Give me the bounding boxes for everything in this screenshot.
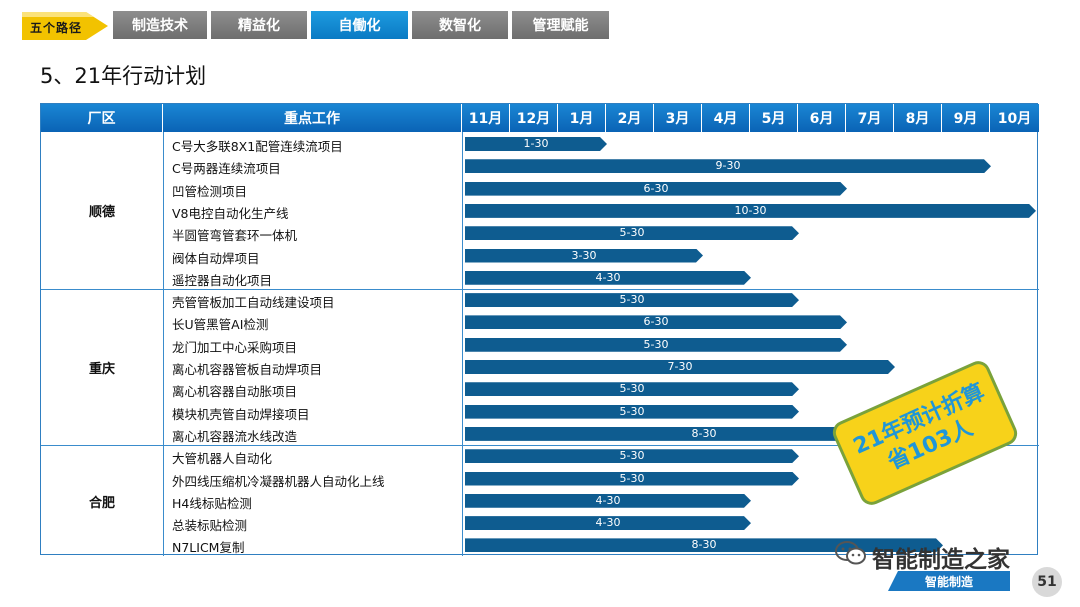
gantt-bar xyxy=(465,382,799,396)
gantt-bar-label: 4-30 xyxy=(595,493,621,507)
gantt-bar-label: 7-30 xyxy=(667,360,693,373)
gantt-bar-label: 8-30 xyxy=(691,426,717,440)
gantt-bar xyxy=(465,249,703,263)
gantt-bar xyxy=(465,538,943,552)
gantt-bar-label: 6-30 xyxy=(643,315,669,329)
tab-lean[interactable]: 精益化 xyxy=(211,11,307,39)
task-name: 总装标贴检测 xyxy=(172,518,248,534)
gantt-bar xyxy=(465,226,799,240)
task-name: 龙门加工中心采购项目 xyxy=(172,339,298,355)
page-title: 5、21年行动计划 xyxy=(40,64,207,88)
task-name: C号大多联8X1配管连续流项目 xyxy=(172,139,343,154)
task-name: 模块机壳管自动焊接项目 xyxy=(172,406,310,422)
gantt-bar-label: 1-30 xyxy=(523,137,549,150)
gantt-bar-label: 9-30 xyxy=(715,159,741,173)
gantt-bar xyxy=(465,271,751,285)
gantt-bar-label: 5-30 xyxy=(619,382,645,396)
gantt-bar-label: 5-30 xyxy=(619,471,645,485)
watermark-text: 智能制造之家 xyxy=(872,547,1010,573)
gantt-bar xyxy=(465,204,1036,218)
gantt-bar-label: 8-30 xyxy=(691,538,717,552)
task-name: 外四线压缩机冷凝器机器人自动化上线 xyxy=(172,473,385,489)
task-name: 遥控器自动化项目 xyxy=(172,272,273,288)
gantt-bar-label: 4-30 xyxy=(595,516,621,530)
plant-label-shunde: 顺德 xyxy=(88,205,115,220)
gantt-bar xyxy=(465,360,895,374)
page-number: 51 xyxy=(1032,567,1062,597)
header-month: 1月 xyxy=(558,104,606,132)
plant-label-chongqing: 重庆 xyxy=(88,362,115,377)
gantt-bar xyxy=(465,494,751,508)
gantt-bar xyxy=(465,315,847,329)
header-task: 重点工作 xyxy=(163,104,462,132)
gantt-bar-label: 6-30 xyxy=(643,181,669,195)
header-month: 3月 xyxy=(654,104,702,132)
header-month: 8月 xyxy=(894,104,942,132)
group-divider xyxy=(41,445,1039,446)
header-month: 9月 xyxy=(942,104,990,132)
task-name: 凹管检测项目 xyxy=(172,183,248,199)
tab-digital-intelligence[interactable]: 数智化 xyxy=(412,11,508,39)
header-month: 7月 xyxy=(846,104,894,132)
gantt-bar-label: 5-30 xyxy=(619,226,645,240)
header-month: 11月 xyxy=(462,104,510,132)
task-name: C号两器连续流项目 xyxy=(172,161,281,177)
header-month: 2月 xyxy=(606,104,654,132)
action-plan-table: 厂区 重点工作 11月 12月 1月 2月 3月 4月 5月 6月 7月 8月 9月 10月 顺德 重… xyxy=(40,103,1039,556)
gantt-bar xyxy=(465,159,991,173)
gantt-bar xyxy=(465,293,799,307)
task-name: 离心机容器流水线改造 xyxy=(172,428,298,444)
header-month: 6月 xyxy=(798,104,846,132)
task-name: 大管机器人自动化 xyxy=(172,451,273,467)
task-name: V8电控自动化生产线 xyxy=(172,205,289,221)
brand-tag: 智能制造 xyxy=(888,571,1010,591)
header-month: 10月 xyxy=(990,104,1039,132)
gantt-bar xyxy=(465,405,799,419)
gantt-bar-label: 5-30 xyxy=(643,337,669,351)
gantt-bar-label: 3-30 xyxy=(571,248,597,262)
task-name: 半圆管弯管套环一体机 xyxy=(172,228,298,244)
column-divider xyxy=(462,132,463,556)
gantt-bar-label: 10-30 xyxy=(734,203,767,217)
task-name: H4线标贴检测 xyxy=(172,495,252,511)
tab-management-enablement[interactable]: 管理赋能 xyxy=(512,11,609,39)
tab-manufacturing-tech[interactable]: 制造技术 xyxy=(113,11,207,39)
task-name: 壳管管板加工自动线建设项目 xyxy=(172,295,335,311)
task-name: N7LICM复制 xyxy=(172,540,245,556)
gantt-bar xyxy=(465,449,799,463)
header-plant: 厂区 xyxy=(41,104,163,132)
gantt-bar xyxy=(465,182,847,196)
task-name: 长U管黑管AI检测 xyxy=(172,317,269,333)
task-name: 离心机容器管板自动焊项目 xyxy=(172,362,323,377)
home-label[interactable]: 五个路径 xyxy=(30,21,83,35)
column-divider xyxy=(163,132,164,556)
tab-jidoka[interactable]: 自働化 xyxy=(311,11,408,39)
header-month: 5月 xyxy=(750,104,798,132)
gantt-bar-label: 5-30 xyxy=(619,449,645,463)
task-name: 阀体自动焊项目 xyxy=(172,250,260,266)
gantt-bar xyxy=(465,427,943,441)
gantt-bar-label: 4-30 xyxy=(595,270,621,284)
home-arrow-badge[interactable] xyxy=(22,4,108,48)
wechat-icon xyxy=(835,541,866,565)
gantt-bar xyxy=(465,137,607,151)
gantt-bar xyxy=(465,516,751,530)
gantt-bar xyxy=(465,472,799,486)
plant-label-hefei: 合肥 xyxy=(88,495,115,511)
gantt-bar xyxy=(465,338,847,352)
gantt-bar-label: 5-30 xyxy=(619,404,645,418)
group-divider xyxy=(41,289,1039,290)
task-name: 离心机容器自动胀项目 xyxy=(172,384,298,400)
header-month: 12月 xyxy=(510,104,558,132)
gantt-bar-label: 5-30 xyxy=(619,293,645,307)
header-month: 4月 xyxy=(702,104,750,132)
